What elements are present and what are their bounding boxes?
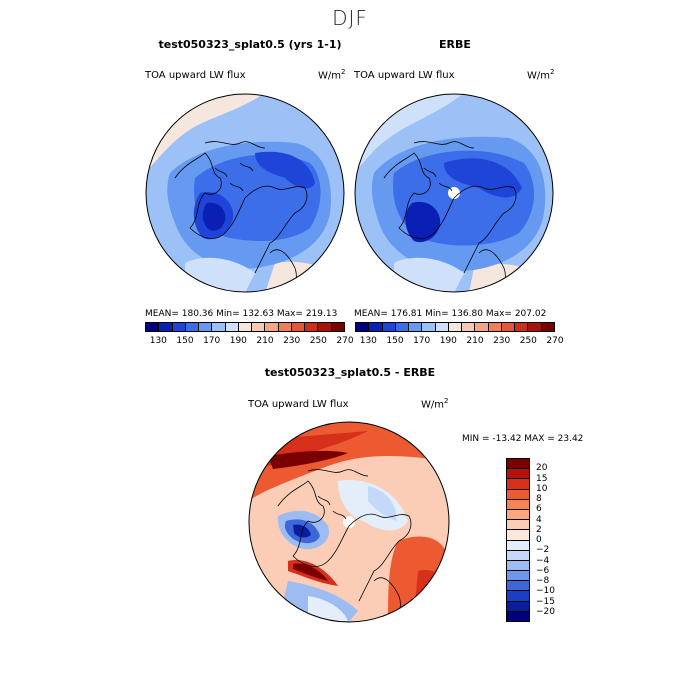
colorbar-tick-label: 6 [536,504,542,515]
colorbar-swatch [488,323,502,331]
colorbar-tick-label: 130 [149,336,167,346]
diff-panel-field-label: TOA upward LW flux [248,399,349,410]
colorbar-swatch [507,509,529,521]
colorbar-swatch [291,323,306,331]
diff-panel-title: test050323_splat0.5 - ERBE [264,366,436,379]
colorbar-swatch [382,323,396,331]
colorbar-tick-label: 20 [536,463,548,474]
panel1-title: test050323_splat0.5 (yrs 1-1) [158,38,342,51]
colorbar-swatch [305,323,319,331]
colorbar-swatch [507,530,529,541]
panel1-field-label: TOA upward LW flux [145,70,246,81]
panel2-unit: W/m2 [527,68,555,82]
colorbar-tick-label: 15 [536,473,548,484]
colorbar-tick-label: 170 [203,336,221,346]
colorbar-tick-label: 4 [536,514,542,525]
colorbar-tick-label: 170 [413,336,431,346]
colorbar-tick-label: 190 [229,336,247,346]
colorbar-swatch [507,611,529,621]
colorbar-swatch [356,323,370,331]
colorbar-tick-label: 210 [256,336,274,346]
colorbar-tick-label: 130 [359,336,377,346]
colorbar-swatch [475,323,489,331]
colorbar-swatch [507,499,529,510]
colorbar-swatch [507,489,529,500]
colorbar-swatch [462,323,476,331]
colorbar-swatch [507,540,529,551]
diff-panel-unit: W/m2 [421,397,449,411]
colorbar-swatch [507,571,529,582]
colorbar-tick-label: −15 [536,596,555,607]
colorbar-tick-label: 270 [546,336,564,346]
panel2-polar-map [354,93,554,293]
colorbar-swatch [318,323,332,331]
colorbar-swatch [369,323,383,331]
colorbar-tick-label: 230 [283,336,301,346]
colorbar-swatch [278,323,292,331]
colorbar-swatch [507,459,529,470]
colorbar-tick-label: 190 [439,336,457,346]
colorbar-swatch [199,323,213,331]
season-title: DJF [332,6,368,30]
colorbar-swatch [507,520,529,531]
colorbar-swatch [541,323,554,331]
colorbar-swatch [507,581,529,592]
colorbar-swatch [225,323,239,331]
colorbar-tick-label: −4 [536,555,550,566]
colorbar-swatch [507,479,529,490]
colorbar-tick-label: 8 [536,494,542,504]
colorbar-tick-label: 250 [519,336,537,346]
diff-colorbar-ticks: 20 15 10 8 6 4 2 0 −2 −4 −6 −8 −10 −15 −20 [536,458,576,622]
colorbar-swatch [507,550,529,561]
colorbar-swatch [435,323,449,331]
colorbar-swatch [146,323,160,331]
colorbar-tick-label: 250 [309,336,327,346]
colorbar-tick-label: 0 [536,535,542,545]
colorbar-swatch [448,323,463,331]
colorbar-tick-label: 2 [536,524,542,535]
panel2-colorbar [355,322,555,332]
panel2-stats: MEAN= 176.81 Min= 136.80 Max= 207.02 [354,309,547,319]
panel1-colorbar-ticks: 130 150 170 190 210 230 250 270 [145,336,354,348]
colorbar-tick-label: 150 [176,336,194,346]
panel2-title: ERBE [439,38,471,51]
colorbar-tick-label: 10 [536,483,548,494]
colorbar-tick-label: −20 [536,606,555,617]
colorbar-swatch [252,323,266,331]
colorbar-tick-label: −2 [536,545,550,556]
colorbar-swatch [528,323,542,331]
colorbar-tick-label: 210 [466,336,484,346]
diff-colorbar [506,458,530,622]
colorbar-swatch [238,323,253,331]
colorbar-swatch [507,469,529,480]
panel2-field-label: TOA upward LW flux [354,70,455,81]
colorbar-tick-label: 150 [386,336,404,346]
panel1-colorbar [145,322,345,332]
colorbar-swatch [507,591,529,602]
colorbar-tick-label: −8 [536,576,550,586]
panel1-unit: W/m2 [318,68,346,82]
colorbar-swatch [515,323,529,331]
panel1-polar-map [145,93,345,293]
panel2-colorbar-ticks: 130 150 170 190 210 230 250 270 [355,336,564,348]
colorbar-tick-label: −10 [536,586,555,597]
colorbar-swatch [265,323,279,331]
colorbar-swatch [501,323,516,331]
colorbar-swatch [331,323,344,331]
colorbar-tick-label: 230 [493,336,511,346]
colorbar-swatch [507,560,529,572]
colorbar-swatch [172,323,186,331]
colorbar-swatch [409,323,423,331]
colorbar-tick-label: −6 [536,565,550,576]
colorbar-swatch [395,323,410,331]
panel1-stats: MEAN= 180.36 Min= 132.63 Max= 219.13 [145,309,338,319]
diff-polar-map [248,421,450,623]
colorbar-swatch [212,323,226,331]
colorbar-swatch [422,323,436,331]
colorbar-swatch [507,601,529,612]
colorbar-swatch [159,323,173,331]
diff-panel-stats: MIN = -13.42 MAX = 23.42 [462,434,584,444]
colorbar-tick-label: 270 [336,336,354,346]
colorbar-swatch [185,323,200,331]
